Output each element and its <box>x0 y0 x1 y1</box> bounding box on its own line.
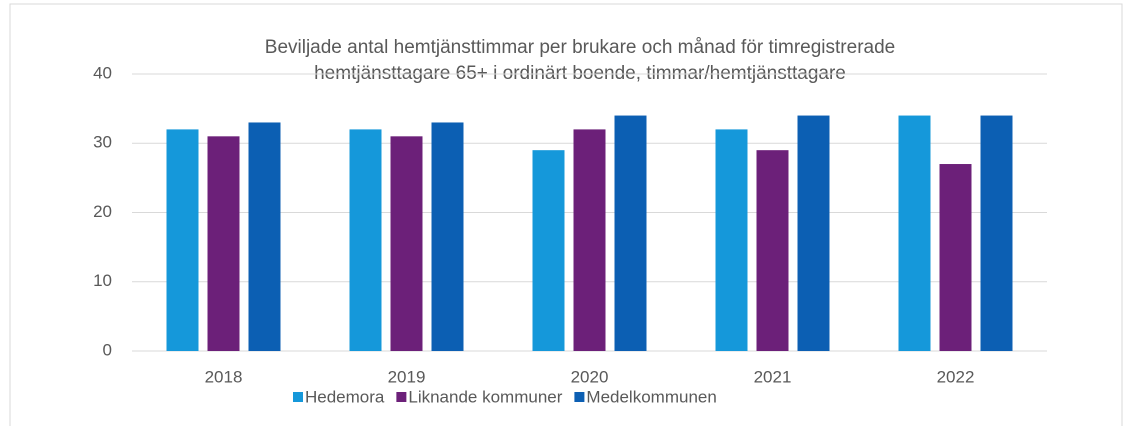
y-tick-label: 10 <box>93 271 112 290</box>
x-tick-label: 2022 <box>937 367 975 386</box>
bar <box>166 129 199 351</box>
y-tick-label: 0 <box>103 340 112 359</box>
legend-label: Hedemora <box>305 387 385 406</box>
y-tick-label: 30 <box>93 133 112 152</box>
bar <box>797 115 830 351</box>
bar <box>614 115 647 351</box>
bar <box>898 115 931 351</box>
bar <box>248 122 281 351</box>
y-tick-label: 20 <box>93 202 112 221</box>
bar <box>207 136 240 351</box>
x-tick-label: 2019 <box>388 367 426 386</box>
bar <box>349 129 382 351</box>
bar <box>532 150 565 351</box>
x-tick-label: 2020 <box>571 367 609 386</box>
legend-swatch <box>396 392 407 402</box>
bar <box>756 150 789 351</box>
chart-title: Beviljade antal hemtjänsttimmar per bruk… <box>265 37 895 58</box>
legend-swatch <box>293 392 303 402</box>
y-tick-label: 40 <box>93 63 112 82</box>
legend-swatch <box>574 392 585 402</box>
bar <box>390 136 423 351</box>
legend-label: Medelkommunen <box>586 387 716 406</box>
bar <box>431 122 464 351</box>
legend-label: Liknande kommuner <box>408 387 562 406</box>
bar <box>939 164 972 351</box>
x-tick-label: 2021 <box>754 367 792 386</box>
bar <box>573 129 606 351</box>
x-tick-label: 2018 <box>205 367 243 386</box>
bar <box>715 129 748 351</box>
bar <box>980 115 1013 351</box>
